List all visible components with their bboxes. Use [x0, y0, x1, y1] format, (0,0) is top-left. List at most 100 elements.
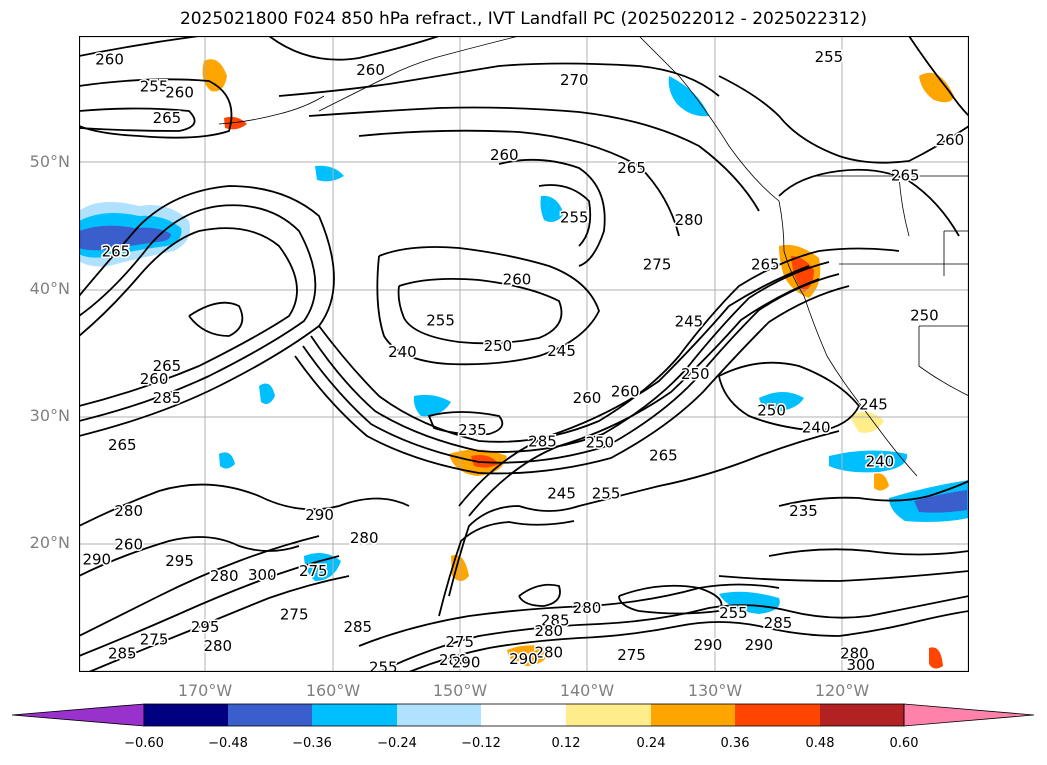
colorbar-tick: −0.60 [124, 736, 164, 751]
shaded-patches [79, 59, 969, 669]
contour-label: 285 [541, 612, 570, 630]
contour-label: 260 [490, 146, 519, 164]
contour-label: 265 [108, 436, 137, 454]
contour-label: 260 [165, 84, 194, 102]
contour-label: 260 [140, 370, 169, 388]
lon-label-120w: 120°W [814, 681, 870, 700]
contour-lines [79, 36, 969, 672]
contour-label: 280 [350, 529, 379, 547]
map-panel: 260 255 260 265 260 270 255 260 265 260 265 255 280 2… [79, 36, 969, 672]
colorbar-tick: −0.24 [377, 736, 417, 751]
contour-label: 255 [592, 484, 621, 502]
contour-label: 280 [573, 599, 602, 617]
contour-label: 285 [343, 618, 372, 636]
contour-label: 275 [299, 562, 328, 580]
contour-label: 275 [280, 605, 309, 623]
contour-label: 245 [675, 313, 704, 331]
shaded-patch-blue [219, 452, 235, 469]
lat-label-20n: 20°N [29, 533, 70, 552]
contour-label: 265 [617, 159, 646, 177]
contour-label: 275 [643, 256, 672, 274]
shaded-patch-orange [929, 647, 943, 669]
contour-label: 265 [102, 243, 131, 261]
contour-label: 250 [484, 337, 513, 355]
contour-label: 260 [611, 383, 640, 401]
contour-label: 265 [153, 109, 182, 127]
lat-label-50n: 50°N [29, 152, 70, 171]
contour-label: 300 [248, 566, 277, 584]
shaded-patch-red [471, 455, 499, 468]
contour-label: 255 [560, 208, 589, 226]
shaded-patch-blue [719, 591, 780, 614]
contour-label: 280 [439, 651, 468, 669]
colorbar-tick: 0.36 [720, 736, 750, 751]
graticule [79, 36, 969, 672]
contour-label: 260 [356, 61, 385, 79]
contour-label: 285 [108, 645, 137, 663]
contour-label: 280 [534, 622, 563, 640]
map-title: 2025021800 F024 850 hPa refract., IVT La… [179, 9, 867, 29]
contour-label: 245 [547, 342, 576, 360]
shaded-patch-blue [829, 450, 908, 473]
shaded-patch-orange [919, 72, 954, 103]
contour-label: 250 [910, 306, 939, 324]
contour-label: 280 [534, 643, 563, 661]
contour-label: 295 [165, 552, 194, 570]
colorbar-tick: 0.12 [551, 736, 581, 751]
contour-label: 240 [866, 453, 895, 471]
shaded-patch-blue [759, 392, 804, 412]
colorbar-tick: 0.24 [636, 736, 666, 751]
contour-label: 255 [815, 48, 844, 66]
colorbar-bin [228, 704, 312, 726]
contour-label: 250 [757, 402, 786, 420]
shaded-patch-blue [259, 383, 275, 404]
coastlines [218, 36, 969, 477]
colorbar-bin [820, 704, 904, 726]
contour-label: 250 [681, 365, 710, 383]
contour-label: 255 [140, 77, 169, 95]
shaded-patch-blue [540, 195, 564, 222]
contour-label: 280 [840, 645, 869, 663]
contour-label: 240 [388, 343, 417, 361]
contour-label: 275 [445, 633, 474, 651]
contour-label: 290 [452, 654, 481, 672]
colorbar-bin [144, 704, 228, 726]
contour-label: 255 [719, 604, 748, 622]
contour-label: 260 [936, 131, 965, 149]
shaded-patch-orange [507, 645, 549, 666]
colorbar-bin [397, 704, 481, 726]
colorbar-tick: 0.60 [889, 736, 919, 751]
colorbar-extend-left [12, 703, 145, 727]
contour-label: 270 [560, 71, 589, 89]
contour-label: 280 [210, 567, 239, 585]
contour-label: 300 [846, 656, 875, 672]
lat-label-30n: 30°N [29, 406, 70, 425]
contour-label: 235 [789, 502, 818, 520]
contour-label: 280 [203, 637, 232, 655]
lat-label-40n: 40°N [29, 279, 70, 298]
contour-label: 265 [649, 446, 678, 464]
contour-label: 260 [95, 51, 124, 69]
shaded-patch-orange [874, 473, 889, 491]
colorbar-tick: 0.48 [805, 736, 835, 751]
contour-label: 260 [573, 389, 602, 407]
colorbar-tick: −0.48 [208, 736, 248, 751]
shaded-patch-blue [79, 225, 171, 251]
contour-label: 255 [426, 311, 455, 329]
contour-label: 290 [509, 650, 538, 668]
contour-label: 265 [751, 256, 780, 274]
colorbar-tick: −0.36 [292, 736, 332, 751]
colorbar-bin [651, 704, 735, 726]
lon-label-150w: 150°W [432, 681, 488, 700]
contour-label: 260 [503, 271, 532, 289]
lon-label-130w: 130°W [687, 681, 743, 700]
contour-label: 265 [153, 357, 182, 375]
contour-label: 295 [191, 618, 220, 636]
colorbar [12, 703, 1035, 727]
colorbar-bin [566, 704, 651, 726]
lon-label-140w: 140°W [559, 681, 615, 700]
contour-label: 285 [764, 614, 793, 632]
contour-label: 280 [114, 502, 143, 520]
contour-label: 290 [305, 506, 334, 524]
